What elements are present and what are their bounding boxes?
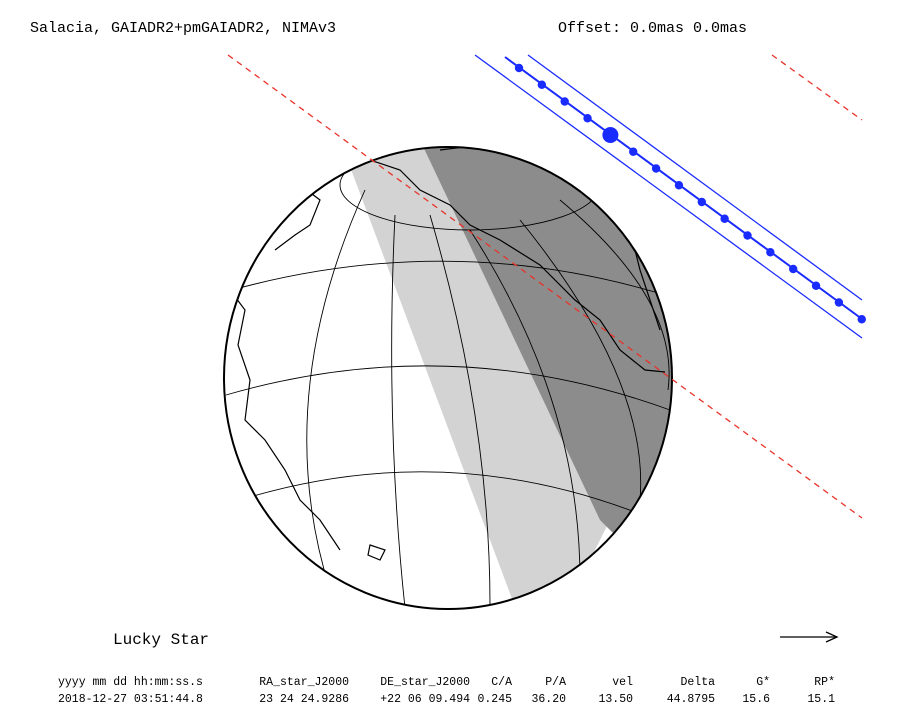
path-dot — [537, 80, 547, 89]
path-dot — [811, 281, 821, 290]
table-cell: 44.8795 — [667, 693, 715, 706]
central-instant-dot — [602, 127, 619, 143]
offset-label: Offset: 0.0mas 0.0mas — [558, 20, 747, 37]
lucky-star-label: Lucky Star — [113, 631, 209, 649]
path-dot — [651, 164, 661, 173]
column-header: RA_star_J2000 — [259, 676, 349, 689]
path-dot — [514, 63, 524, 73]
table-cell: 15.1 — [807, 693, 835, 706]
column-header: DE_star_J2000 — [380, 676, 470, 689]
table-cell: 23 24 24.9286 — [259, 693, 349, 706]
graticule — [225, 147, 671, 609]
map-title: Salacia, GAIADR2+pmGAIADR2, NIMAv3 — [30, 20, 336, 37]
shadow-limits — [227, 54, 863, 519]
table-cell: 36.20 — [531, 693, 566, 706]
column-header: yyyy mm dd hh:mm:ss.s — [58, 676, 203, 689]
table-cell: +22 06 09.494 — [380, 693, 470, 706]
globe — [224, 147, 672, 609]
column-header: P/A — [545, 676, 566, 689]
path-dot — [743, 231, 752, 240]
column-header: C/A — [491, 676, 512, 689]
path-dot — [857, 315, 866, 324]
path-dot — [560, 97, 569, 106]
table-cell: 2018-12-27 03:51:44.8 — [58, 693, 203, 706]
path-dot — [789, 264, 798, 274]
column-header: G* — [756, 676, 770, 689]
event-table: yyyy mm dd hh:mm:ss.s 2018-12-27 03:51:44… — [58, 676, 835, 706]
path-dot — [834, 298, 844, 307]
path-dot — [583, 114, 592, 123]
direction-arrow — [780, 631, 839, 643]
globe-limb — [223, 146, 673, 610]
shadow-region — [420, 147, 672, 609]
path-dot — [766, 248, 775, 257]
path-dot — [720, 214, 729, 223]
path-dot — [629, 147, 638, 156]
column-header: RP* — [814, 676, 835, 689]
table-cell: 13.50 — [598, 693, 633, 706]
column-header: vel — [612, 676, 633, 689]
path-dot — [697, 197, 706, 207]
shadow-path — [474, 54, 866, 339]
table-cell: 0.245 — [477, 693, 512, 706]
table-cell: 15.6 — [742, 693, 770, 706]
column-header: Delta — [680, 676, 715, 689]
path-dot — [674, 181, 684, 190]
penumbra-band — [340, 147, 610, 609]
